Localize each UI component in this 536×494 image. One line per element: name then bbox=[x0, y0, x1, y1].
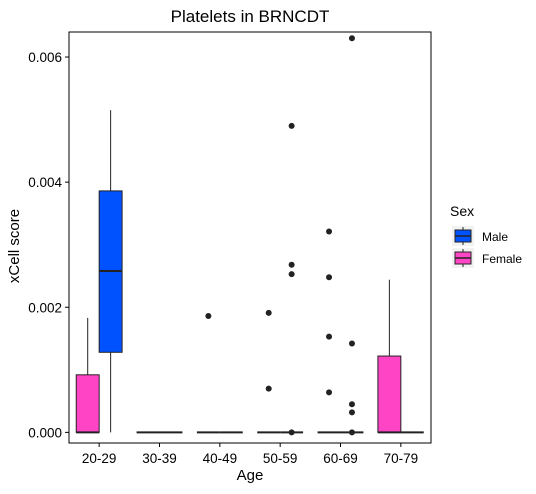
box-female-20-29 bbox=[75, 374, 100, 433]
outlier-point-female-50-59 bbox=[265, 309, 272, 316]
x-tick-label: 70-79 bbox=[384, 451, 419, 466]
legend-label-male: Male bbox=[482, 230, 508, 244]
x-axis-label: Age bbox=[237, 467, 264, 484]
plot-panel-border bbox=[68, 31, 432, 444]
outlier-point-male-60-69 bbox=[348, 401, 355, 408]
outlier-point-female-60-69 bbox=[326, 333, 333, 340]
outlier-point-male-50-59 bbox=[288, 261, 295, 268]
legend-title: Sex bbox=[450, 203, 474, 219]
box-female-70-79 bbox=[377, 355, 402, 433]
outlier-point-male-60-69 bbox=[348, 429, 355, 436]
outlier-point-female-60-69 bbox=[326, 274, 333, 281]
x-tick-label: 40-49 bbox=[203, 451, 238, 466]
outlier-point-male-50-59 bbox=[288, 429, 295, 436]
x-tick-label: 30-39 bbox=[142, 451, 177, 466]
outlier-point-male-60-69 bbox=[348, 409, 355, 416]
outlier-point-male-50-59 bbox=[288, 122, 295, 129]
plot-area: 0.000 0.002 0.004 0.006 20-29 30-39 40-49 50-59… bbox=[28, 31, 432, 466]
y-tick-label: 0.000 bbox=[28, 425, 62, 440]
x-tick-label: 50-59 bbox=[263, 451, 298, 466]
chart-title: Platelets in BRNCDT bbox=[171, 7, 330, 26]
outlier-point-female-60-69 bbox=[326, 389, 333, 396]
legend-label-female: Female bbox=[482, 252, 522, 266]
y-tick-label: 0.004 bbox=[28, 175, 62, 190]
x-tick-label: 60-69 bbox=[323, 451, 358, 466]
y-tick-label: 0.006 bbox=[28, 50, 62, 65]
x-tick-label: 20-29 bbox=[82, 451, 117, 466]
outlier-point-female-50-59 bbox=[265, 385, 272, 392]
outlier-point-female-40-49 bbox=[205, 313, 212, 320]
outlier-point-male-60-69 bbox=[348, 35, 355, 42]
legend: Sex Male Female bbox=[450, 203, 522, 268]
y-tick-label: 0.002 bbox=[28, 300, 62, 315]
outlier-point-male-60-69 bbox=[348, 340, 355, 347]
y-axis-label: xCell score bbox=[6, 209, 23, 283]
outlier-point-female-60-69 bbox=[326, 228, 333, 235]
outlier-point-male-50-59 bbox=[288, 271, 295, 278]
